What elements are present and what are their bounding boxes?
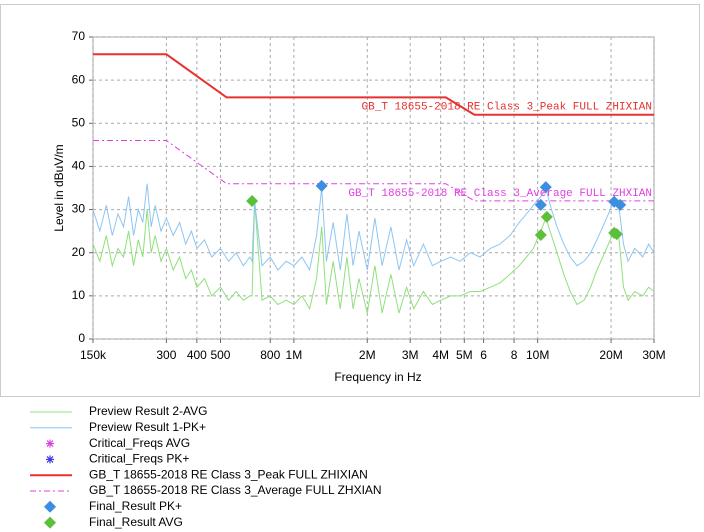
series-line [93, 140, 654, 202]
legend-item: Critical_Freqs PK+ [46, 452, 189, 466]
plot-area [92, 36, 655, 340]
y-tick-label: 50 [72, 115, 86, 129]
y-tick-label: 60 [72, 72, 86, 86]
y-tick-label: 20 [72, 245, 86, 259]
legend-label: Preview Result 1-PK+ [89, 420, 206, 434]
legend-swatch [44, 516, 56, 529]
x-tick-label: 30M [642, 348, 665, 362]
result-marker [534, 198, 547, 211]
legend-item: Final_Result PK+ [44, 499, 182, 513]
legend-item: Critical_Freqs AVG [46, 436, 190, 450]
y-tick-label: 10 [72, 288, 86, 302]
result-marker [540, 210, 553, 223]
legend-swatch [44, 500, 56, 513]
limit-annotation: GB_T 18655-2018 RE Class 3_Peak FULL ZHI… [362, 102, 652, 114]
x-tick-label: 6 [480, 348, 487, 362]
legend-item: Preview Result 2-AVG [30, 404, 207, 418]
x-tick-label: 5M [456, 348, 473, 362]
legend-label: GB_T 18655-2018 RE Class 3_Average FULL … [89, 483, 382, 497]
y-tick-label: 40 [72, 159, 86, 173]
legend-item: Preview Result 1-PK+ [30, 420, 206, 434]
legend-swatch [46, 440, 54, 448]
result-marker [246, 194, 259, 207]
x-tick-label: 3M [402, 348, 419, 362]
result-marker [315, 179, 328, 192]
legend-label: Final_Result PK+ [89, 499, 182, 513]
result-marker [610, 228, 623, 241]
legend-label: Critical_Freqs AVG [89, 436, 190, 450]
series-line [92, 183, 655, 272]
legend-label: Preview Result 2-AVG [89, 404, 207, 418]
result-marker [534, 229, 547, 242]
result-marker [539, 181, 552, 194]
legend-item: GB_T 18655-2018 RE Class 3_Average FULL … [30, 483, 382, 497]
x-tick-label: 20M [599, 348, 622, 362]
x-tick-label: 400 [187, 348, 207, 362]
legend-label: GB_T 18655-2018 RE Class 3_Peak FULL ZHI… [89, 467, 368, 481]
x-tick-label: 4M [432, 348, 449, 362]
legend-item: Final_Result AVG [44, 515, 183, 529]
series-line [93, 53, 654, 116]
y-tick-label: 30 [72, 202, 86, 216]
x-tick-label: 2M [359, 348, 376, 362]
legend-label: Critical_Freqs PK+ [89, 452, 189, 466]
limit-annotation: GB_T 18655-2018 RE Class 3_Average FULL … [348, 188, 652, 200]
series-line [92, 200, 655, 314]
legend-swatch [46, 455, 54, 463]
y-tick-label: 70 [72, 29, 86, 43]
x-tick-label: 800 [260, 348, 280, 362]
x-tick-label: 8 [511, 348, 518, 362]
y-axis-label: Level in dBuV/m [52, 144, 66, 231]
x-tick-label: 500 [210, 348, 230, 362]
y-tick-label: 0 [78, 331, 85, 345]
legend-label: Final_Result AVG [89, 515, 183, 529]
x-tick-label: 1M [286, 348, 303, 362]
legend-item: GB_T 18655-2018 RE Class 3_Peak FULL ZHI… [30, 467, 368, 481]
result-marker [614, 198, 627, 211]
x-tick-label: 10M [526, 348, 549, 362]
x-axis-label: Frequency in Hz [334, 370, 421, 384]
x-tick-label: 300 [156, 348, 176, 362]
x-tick-label: 150k [80, 348, 107, 362]
